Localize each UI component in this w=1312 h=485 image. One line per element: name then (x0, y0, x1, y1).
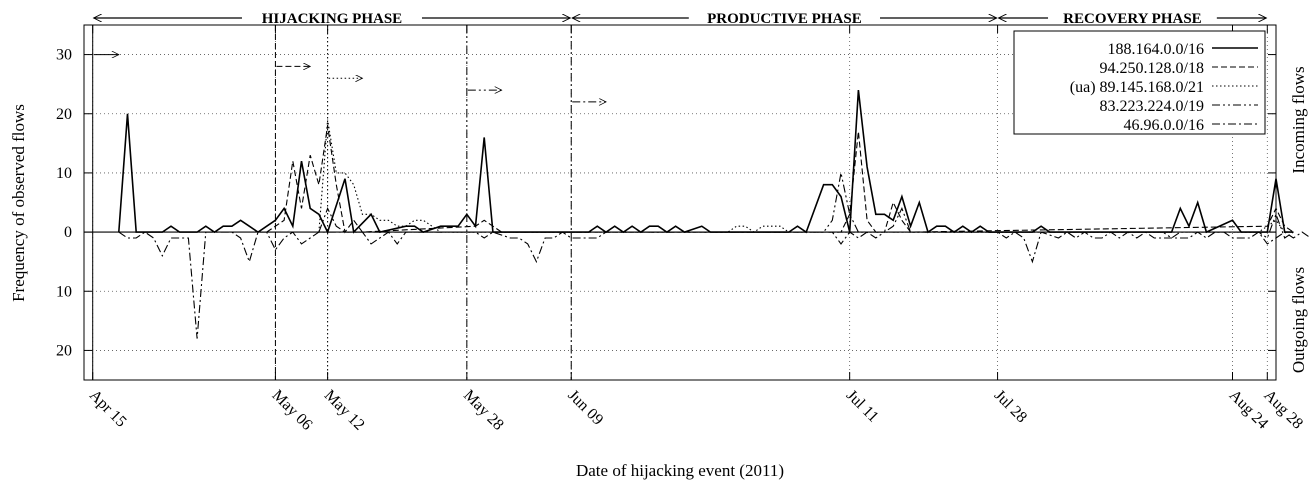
series-line (118, 90, 1294, 235)
legend-label: 94.250.128.0/18 (1100, 60, 1204, 77)
series-line (266, 125, 1294, 234)
event-markers (92, 25, 572, 380)
plot-frame (83, 24, 1277, 381)
series-line (118, 231, 1312, 339)
x-tick-label: Jun 09 (564, 387, 606, 429)
y-axis-ticks: 30 20 10 0 10 20 (56, 47, 1276, 359)
phase-banner: HIJACKING PHASE PRODUCTIVE PHASE RECOVERY … (94, 11, 1267, 27)
phase-label: PRODUCTIVE PHASE (707, 11, 862, 27)
x-tick-label: Jul 11 (843, 387, 882, 426)
phase-label: RECOVERY PHASE (1063, 11, 1202, 27)
x-tick-label: May 06 (269, 387, 316, 434)
legend-label: 188.164.0.0/16 (1108, 41, 1204, 58)
y-tick-label: 10 (56, 283, 72, 300)
y-axis-label: Frequency of observed flows (9, 104, 28, 302)
y-tick-label: 0 (64, 224, 72, 241)
y-tick-label: 20 (56, 106, 72, 123)
legend-label: (ua) 89.145.168.0/21 (1070, 79, 1204, 96)
x-tick-label: Jul 28 (991, 387, 1030, 426)
legend-label: 46.96.0.0/16 (1124, 117, 1204, 134)
y-tick-label: 10 (56, 165, 72, 182)
legend-label: 83.223.224.0/19 (1100, 98, 1204, 115)
series-line (318, 172, 1294, 239)
right-label-outgoing: Outgoing flows (1289, 267, 1308, 373)
x-axis-label: Date of hijacking event (2011) (576, 461, 784, 480)
series-lines (118, 90, 1312, 339)
x-tick-label: Aug 28 (1260, 387, 1306, 433)
legend: 188.164.0.0/16 94.250.128.0/18 (ua) 89.145… (1013, 30, 1266, 135)
y-tick-label: 30 (56, 47, 72, 64)
x-tick-label: May 28 (460, 387, 507, 434)
x-tick-label: May 12 (321, 387, 368, 434)
x-tick-label: Apr 15 (86, 387, 130, 431)
series-line (318, 119, 1286, 233)
phase-label: HIJACKING PHASE (262, 11, 402, 27)
event-arrows (93, 55, 606, 102)
right-label-incoming: Incoming flows (1289, 66, 1308, 173)
y-tick-label: 20 (56, 342, 72, 359)
